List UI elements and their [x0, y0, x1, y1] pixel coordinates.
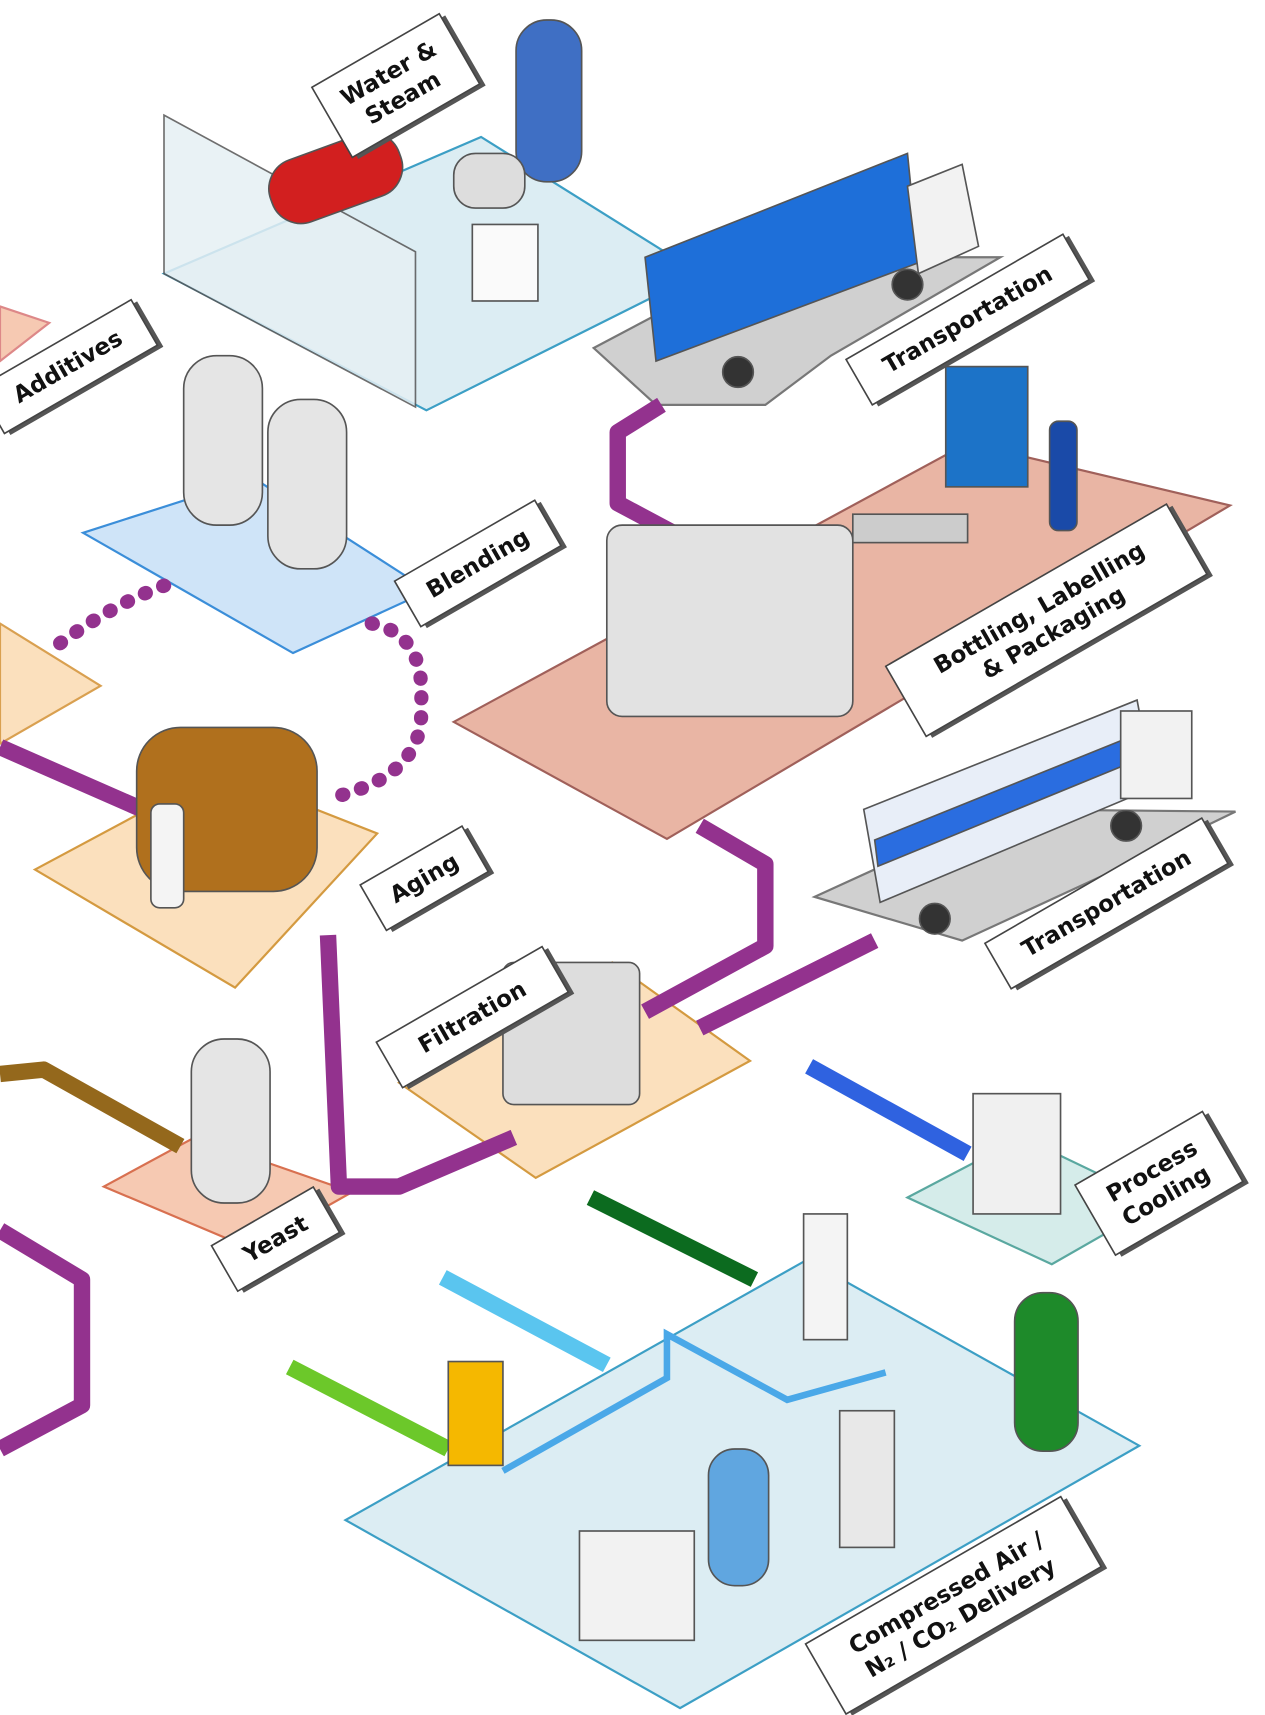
green-tank — [1015, 1293, 1078, 1452]
boiler — [454, 153, 525, 208]
worker — [1050, 421, 1077, 530]
dryer — [840, 1411, 895, 1548]
flow-lightblue — [443, 1277, 607, 1364]
flow-green — [590, 1198, 754, 1280]
tank-blue — [516, 20, 582, 182]
blend-tank — [268, 399, 347, 568]
dryer — [448, 1362, 503, 1466]
flow-lightgreen — [290, 1367, 449, 1449]
conveyor — [853, 514, 968, 542]
dryer — [804, 1214, 848, 1340]
flow-blue — [809, 1066, 968, 1153]
blend-tank — [184, 356, 263, 525]
label: Blending — [395, 498, 567, 630]
label: Water &Steam — [312, 12, 486, 162]
bottling-machine — [607, 525, 853, 716]
tanker-cab — [1121, 711, 1192, 798]
flow-purple — [0, 1230, 82, 1449]
compressor — [579, 1531, 694, 1640]
process-diagram: Water &SteamAdditivesTransportationBlend… — [0, 0, 1265, 1715]
ibc — [472, 224, 538, 301]
person — [151, 804, 184, 908]
label: Aging — [360, 824, 494, 934]
flow-purple — [645, 826, 765, 1012]
flow-brown — [0, 1070, 180, 1147]
tile-left — [0, 624, 101, 744]
chiller — [973, 1094, 1060, 1214]
flow-purple — [700, 941, 875, 1028]
wheel — [892, 269, 923, 300]
wheel — [920, 903, 951, 934]
blue-tank — [708, 1449, 768, 1586]
pallet — [946, 367, 1028, 487]
wheel — [723, 357, 754, 388]
flow-purple — [0, 747, 142, 809]
yeast-tank — [191, 1039, 270, 1203]
wheel — [1111, 810, 1142, 841]
